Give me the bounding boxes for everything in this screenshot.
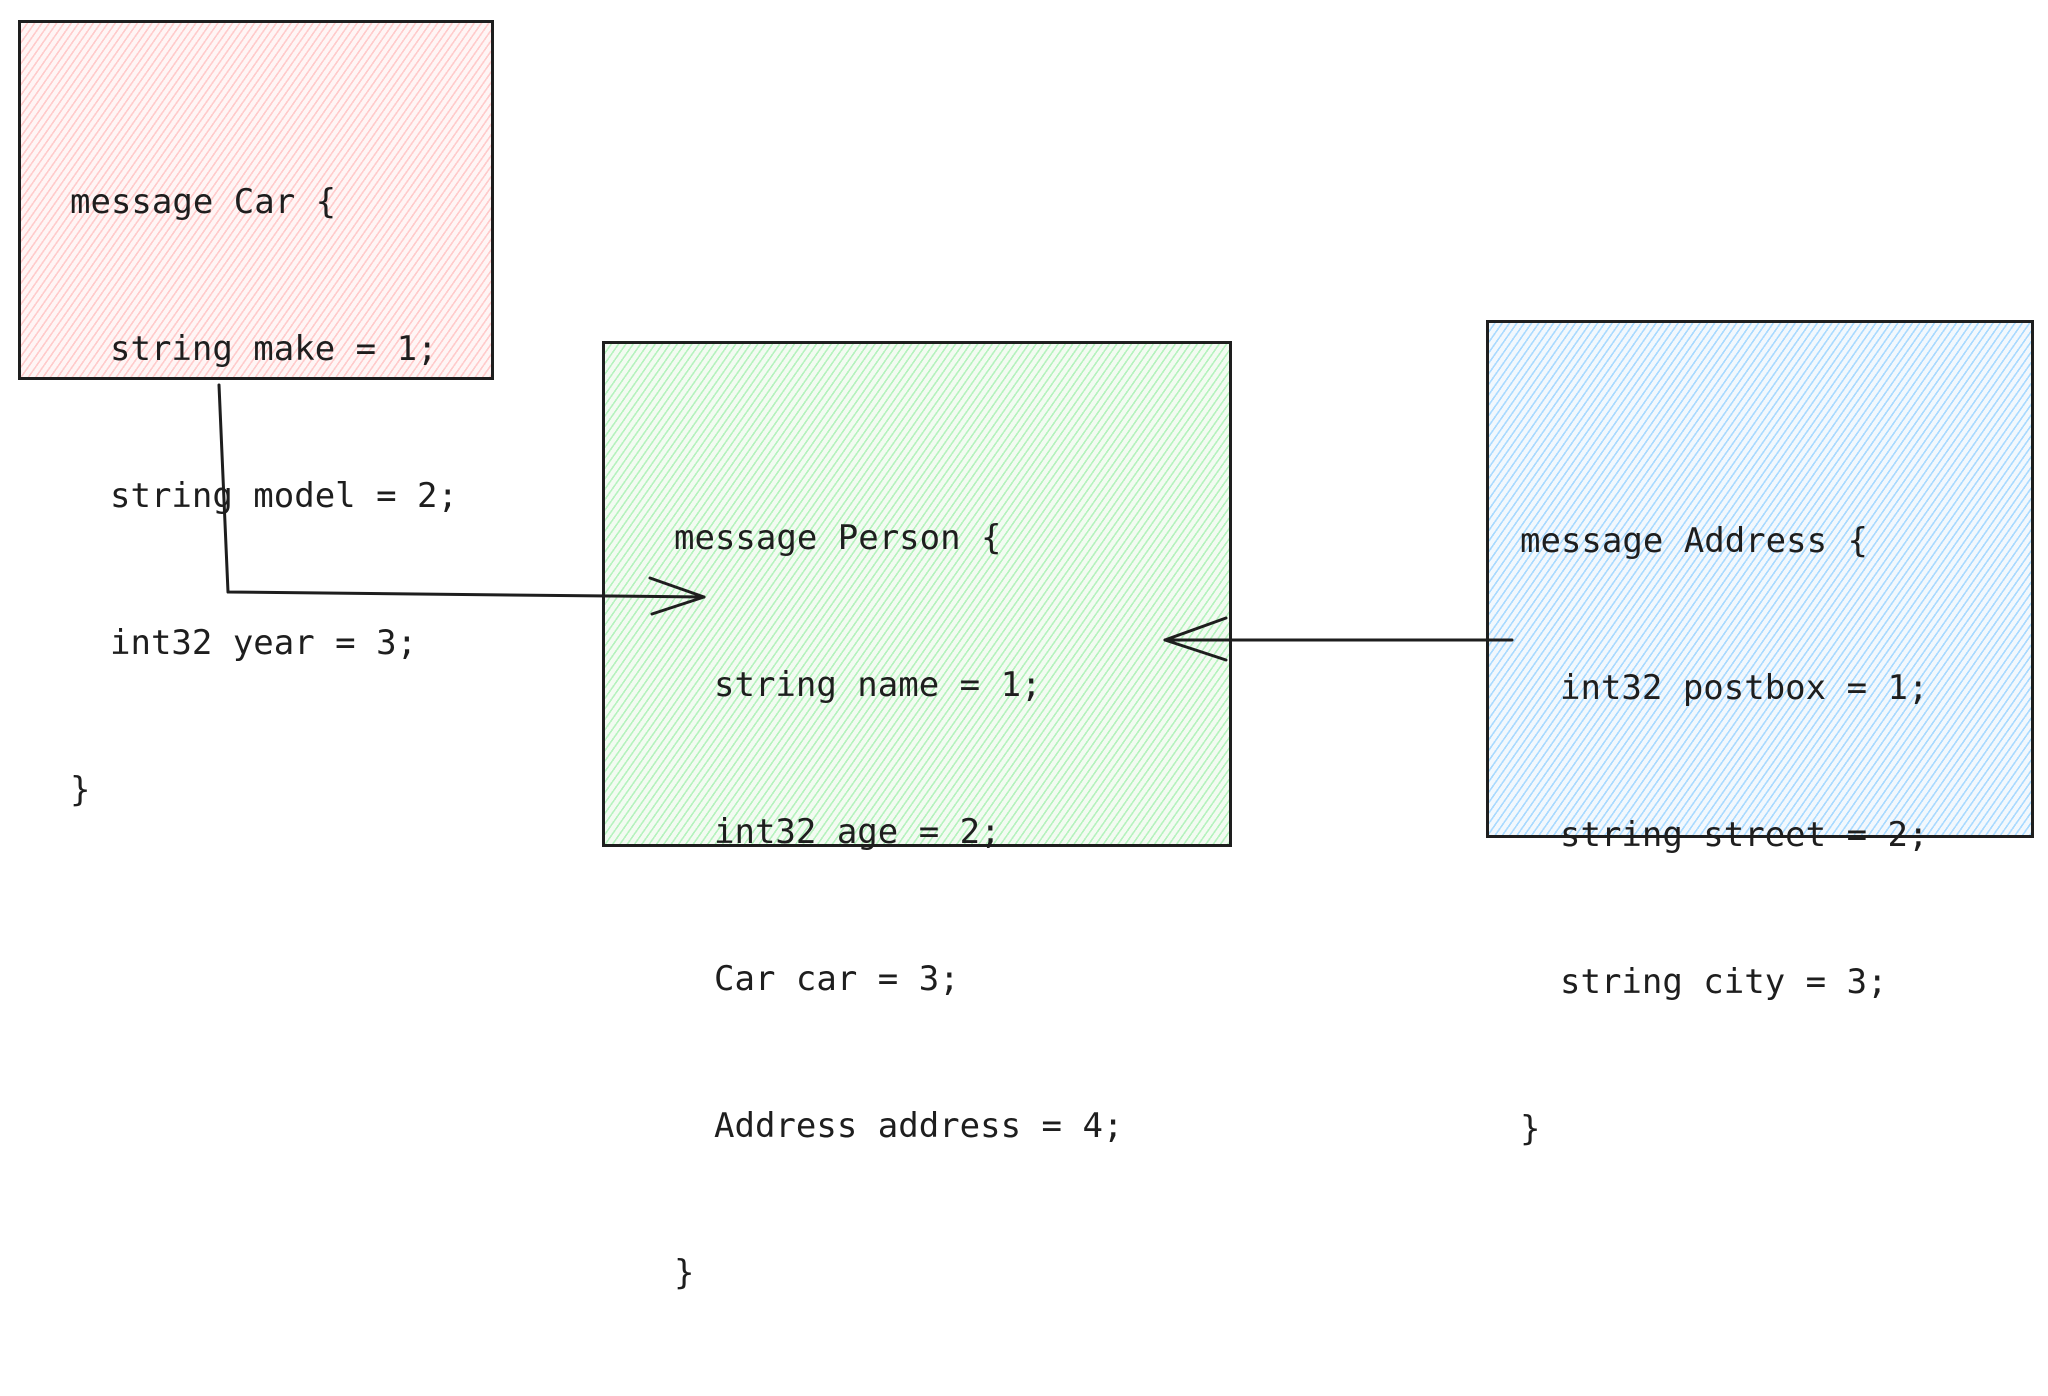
car-field-model: string model = 2;: [110, 476, 458, 516]
person-message-close: }: [674, 1253, 695, 1293]
person-message-header: message Person {: [674, 518, 1002, 558]
car-message-code: message Car { string make = 1; string mo…: [70, 80, 458, 913]
address-field-street: string street = 2;: [1560, 815, 1929, 855]
person-field-age: int32 age = 2;: [714, 812, 1001, 852]
person-field-car: Car car = 3;: [714, 959, 960, 999]
person-message-box[interactable]: [602, 341, 1232, 847]
car-message-header: message Car {: [70, 182, 337, 222]
person-field-address: Address address = 4;: [714, 1106, 1124, 1146]
address-field-city: string city = 3;: [1560, 962, 1888, 1002]
address-message-code: message Address { int32 postbox = 1; str…: [1520, 419, 1928, 1252]
address-message-close: }: [1520, 1109, 1541, 1149]
car-field-make: string make = 1;: [110, 329, 438, 369]
person-field-name: string name = 1;: [714, 665, 1042, 705]
person-message-code: message Person { string name = 1; int32 …: [674, 416, 1123, 1396]
car-message-box[interactable]: [18, 20, 494, 380]
address-message-box[interactable]: [1486, 320, 2034, 838]
diagram-canvas: message Car { string make = 1; string mo…: [18, 20, 2034, 1293]
car-message-close: }: [70, 770, 91, 810]
address-field-postbox: int32 postbox = 1;: [1560, 668, 1929, 708]
address-message-header: message Address {: [1520, 521, 1868, 561]
car-field-year: int32 year = 3;: [110, 623, 418, 663]
